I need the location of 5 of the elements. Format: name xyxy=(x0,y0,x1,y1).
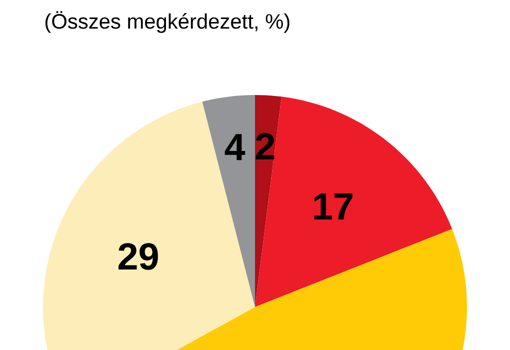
data-label: 2 xyxy=(256,132,274,160)
data-label: 4 xyxy=(224,134,246,160)
data-label: 29 xyxy=(118,243,158,270)
data-label: 17 xyxy=(314,193,352,220)
chart-subtitle: (Összes megkérdezett, %) xyxy=(45,11,290,33)
